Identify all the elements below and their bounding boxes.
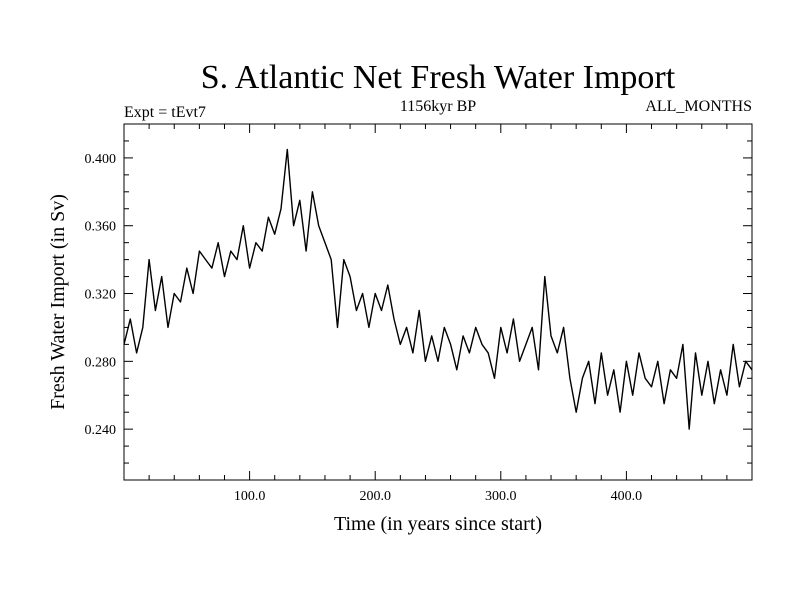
chart-title: S. Atlantic Net Fresh Water Import	[201, 59, 676, 96]
axis-tick-labels: 100.0 200.0 300.0 400.0 0.240 0.280 0.320 0.360…	[85, 152, 643, 504]
x-tick-label: 100.0	[234, 489, 266, 504]
series-line	[123, 148, 753, 430]
y-tick-label: 0.400	[85, 152, 117, 167]
y-tick-label: 0.280	[85, 355, 117, 370]
x-axis-label: Time (in years since start)	[334, 513, 542, 535]
period-label: 1156kyr BP	[400, 98, 476, 115]
axis-ticks	[124, 124, 752, 480]
y-tick-label: 0.320	[85, 288, 117, 303]
x-tick-label: 300.0	[485, 489, 517, 504]
x-tick-label: 400.0	[611, 489, 643, 504]
plot-frame	[123, 123, 753, 481]
x-tick-label: 200.0	[359, 489, 391, 504]
y-tick-label: 0.240	[85, 423, 117, 438]
y-axis-label: Fresh Water Import (in Sv)	[47, 194, 69, 410]
y-tick-label: 0.360	[85, 220, 117, 235]
months-label: ALL_MONTHS	[645, 98, 752, 115]
experiment-label: Expt = tEvt7	[124, 104, 206, 121]
